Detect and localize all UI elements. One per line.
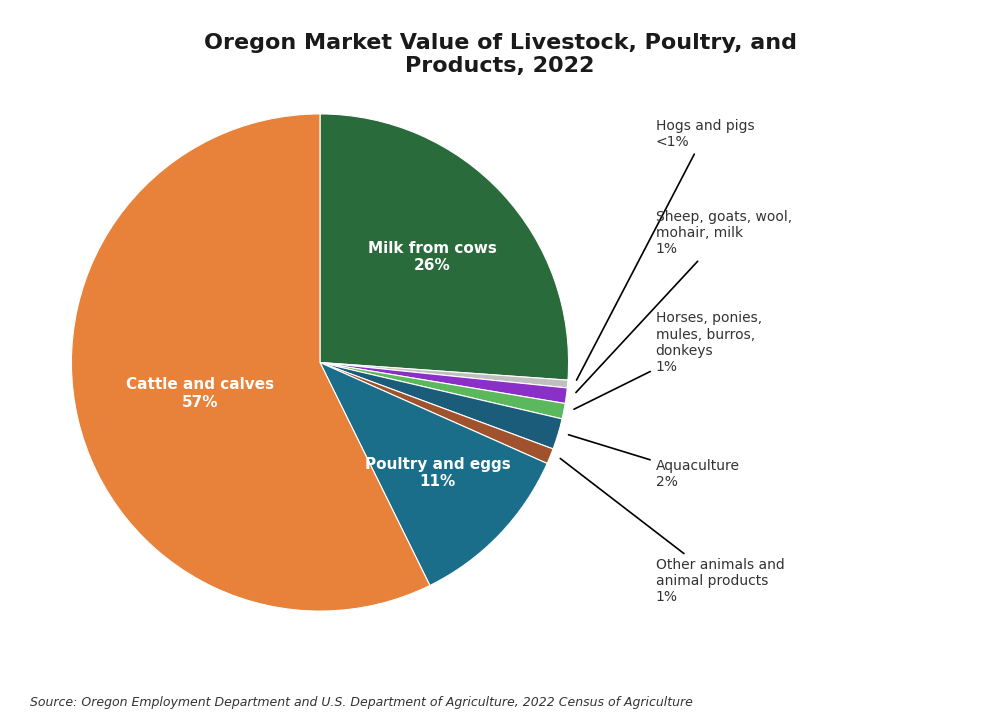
Wedge shape [320, 362, 565, 419]
Wedge shape [320, 362, 562, 449]
Text: Hogs and pigs
<1%: Hogs and pigs <1% [577, 119, 754, 380]
Text: Source: Oregon Employment Department and U.S. Department of Agriculture, 2022 Ce: Source: Oregon Employment Department and… [30, 696, 693, 709]
Wedge shape [320, 114, 569, 380]
Text: Poultry and eggs
11%: Poultry and eggs 11% [365, 457, 511, 489]
Wedge shape [320, 362, 547, 586]
Wedge shape [320, 362, 567, 404]
Text: Sheep, goats, wool,
mohair, milk
1%: Sheep, goats, wool, mohair, milk 1% [576, 210, 792, 392]
Text: Other animals and
animal products
1%: Other animals and animal products 1% [560, 458, 784, 605]
Wedge shape [320, 362, 553, 463]
Text: Milk from cows
26%: Milk from cows 26% [368, 241, 497, 273]
Text: Cattle and calves
57%: Cattle and calves 57% [126, 377, 274, 410]
Wedge shape [320, 362, 568, 388]
Text: Horses, ponies,
mules, burros,
donkeys
1%: Horses, ponies, mules, burros, donkeys 1… [574, 311, 762, 409]
Text: Aquaculture
2%: Aquaculture 2% [569, 435, 740, 489]
Wedge shape [71, 114, 430, 611]
Text: Oregon Market Value of Livestock, Poultry, and
Products, 2022: Oregon Market Value of Livestock, Poultr… [204, 33, 796, 76]
